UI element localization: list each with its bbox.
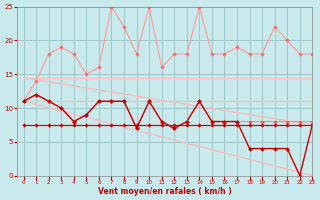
X-axis label: Vent moyen/en rafales ( km/h ): Vent moyen/en rafales ( km/h ): [98, 187, 232, 196]
